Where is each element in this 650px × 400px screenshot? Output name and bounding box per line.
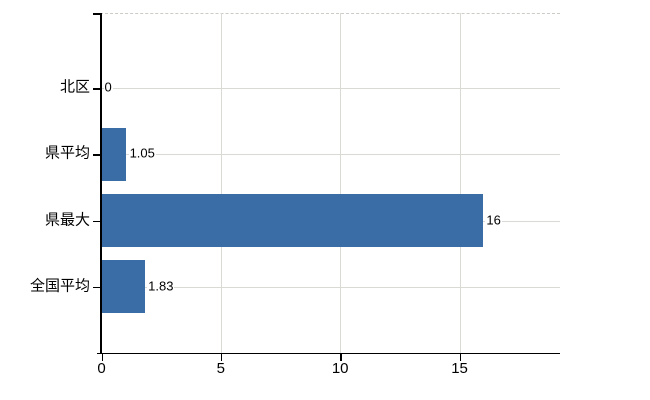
h-gridline — [101, 286, 560, 288]
bar — [101, 127, 127, 181]
x-tick — [340, 353, 342, 361]
y-tick — [92, 88, 100, 90]
y-tick — [92, 154, 100, 156]
plot-top-border — [100, 13, 560, 14]
h-gridline — [101, 88, 560, 89]
x-tick — [101, 353, 103, 361]
bar — [101, 194, 483, 248]
v-gridline — [340, 13, 342, 353]
bar-value-label: 0 — [103, 79, 113, 96]
y-tick — [92, 286, 100, 289]
category-label: 北区 — [59, 78, 90, 96]
x-tick-label: 5 — [216, 359, 226, 377]
y-tick — [92, 220, 100, 223]
y-axis-line — [100, 13, 102, 354]
x-tick-label: 10 — [331, 359, 349, 377]
category-label: 全国平均 — [29, 277, 90, 295]
x-axis-line — [97, 352, 560, 354]
x-tick-label: 0 — [97, 359, 106, 377]
category-label: 県平均 — [44, 144, 90, 162]
bar-value-label: 1.83 — [147, 278, 175, 295]
v-gridline — [220, 13, 222, 353]
h-gridline — [101, 154, 560, 156]
x-tick-label: 15 — [451, 359, 468, 377]
bar-value-label: 1.05 — [128, 145, 156, 163]
bar — [101, 260, 145, 314]
v-gridline — [459, 13, 461, 353]
bar-value-label: 16 — [485, 212, 502, 229]
x-tick — [459, 353, 462, 361]
x-tick — [220, 353, 223, 361]
category-label: 県最大 — [44, 211, 90, 229]
y-axis-top-tick — [92, 13, 100, 15]
